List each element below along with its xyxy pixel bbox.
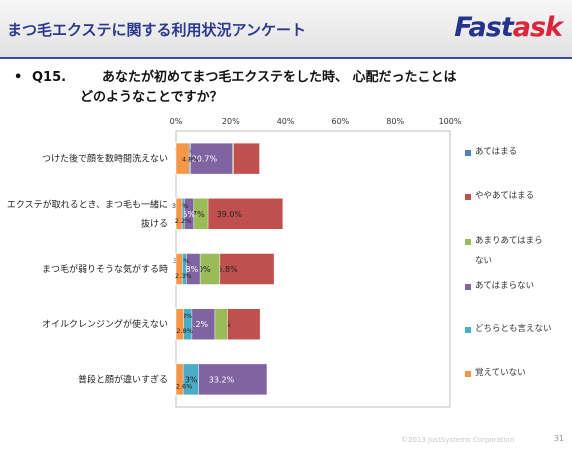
page-number: 31 (553, 434, 564, 443)
bar-segment (175, 198, 183, 230)
data-label: 35.8% (212, 265, 238, 274)
fastask-logo: Fastask (454, 12, 563, 43)
category-label: オイルクレンジングが使えない (42, 318, 168, 330)
legend-item: ややあてはまる (465, 190, 567, 203)
data-label: 20.7% (192, 155, 218, 164)
legend-swatch (465, 239, 471, 245)
data-label: 2.8% (176, 327, 193, 335)
legend-swatch (465, 371, 471, 377)
legend-swatch (465, 284, 471, 290)
data-label: 4.8% (182, 156, 199, 164)
data-label: 2.6% (176, 382, 193, 390)
question-text-line2: どのようなことですか？ (80, 90, 223, 105)
category-label: エクステが取れるとき、まつ毛も一緒に (7, 198, 168, 210)
legend-label: 覚えていない (475, 368, 526, 378)
logo-part-ask: ask (512, 12, 563, 43)
legend-swatch (465, 150, 471, 156)
logo-part-fast: Fast (454, 12, 514, 43)
legend-swatch (465, 327, 471, 333)
data-label: 8.8% (178, 265, 199, 274)
data-label: 6.5% (175, 210, 196, 219)
slide-header: まつ毛エクステに関する利用状況アンケート Fastask (0, 0, 572, 59)
legend-label: あまりあてはまら ない (475, 236, 543, 266)
bar-segment (175, 142, 190, 175)
data-label: 2.3% (175, 272, 192, 280)
footer-copyright: ©2013 JustSystems Corporation (401, 436, 515, 444)
x-tick-label: 20% (222, 117, 240, 126)
legend-item: どちらとも言えない (465, 323, 567, 336)
legend-item: あまりあてはまら ない (465, 235, 567, 268)
legend-label: ややあてはまる (475, 191, 535, 201)
legend-item: あてはまらない (465, 280, 567, 293)
category-label: 抜ける (141, 217, 168, 229)
data-label: 2.2% (175, 217, 192, 225)
data-label: 5.8% (176, 312, 193, 320)
x-tick-label: 100% (439, 117, 462, 126)
x-tick-label: 0% (170, 117, 183, 126)
question-number: Q15. (32, 70, 67, 85)
legend-item: あてはまる (465, 146, 567, 159)
legend-label: あてはまる (475, 147, 518, 157)
bar-segment (175, 308, 184, 340)
question-text-line1: あなたが初めてまつ毛エクステをした時、 心配だったことは (102, 70, 457, 85)
data-label: 8.3% (177, 375, 198, 384)
legend-item: 覚えていない (465, 367, 567, 380)
bar-segment (175, 363, 184, 396)
x-tick-label: 60% (332, 117, 350, 126)
bullet-mark: • (14, 70, 23, 85)
legend-swatch (465, 194, 471, 200)
category-label: まつ毛が弱りそうな気がする時 (42, 263, 168, 275)
category-label: 普段と顔が違いすぎる (78, 373, 168, 385)
legend-label: あてはまらない (475, 281, 535, 291)
data-label: 33.2% (209, 375, 235, 384)
slide-title: まつ毛エクステに関する利用状況アンケート (7, 21, 306, 39)
x-tick-label: 80% (386, 117, 404, 126)
bar-segment (175, 253, 183, 285)
category-label: つけた後で顔を数時間洗えない (42, 153, 168, 165)
data-label: 39.0% (217, 210, 243, 219)
legend-label: どちらとも言えない (475, 324, 552, 334)
data-label: 14.2% (183, 320, 209, 329)
x-tick-label: 40% (277, 117, 295, 126)
